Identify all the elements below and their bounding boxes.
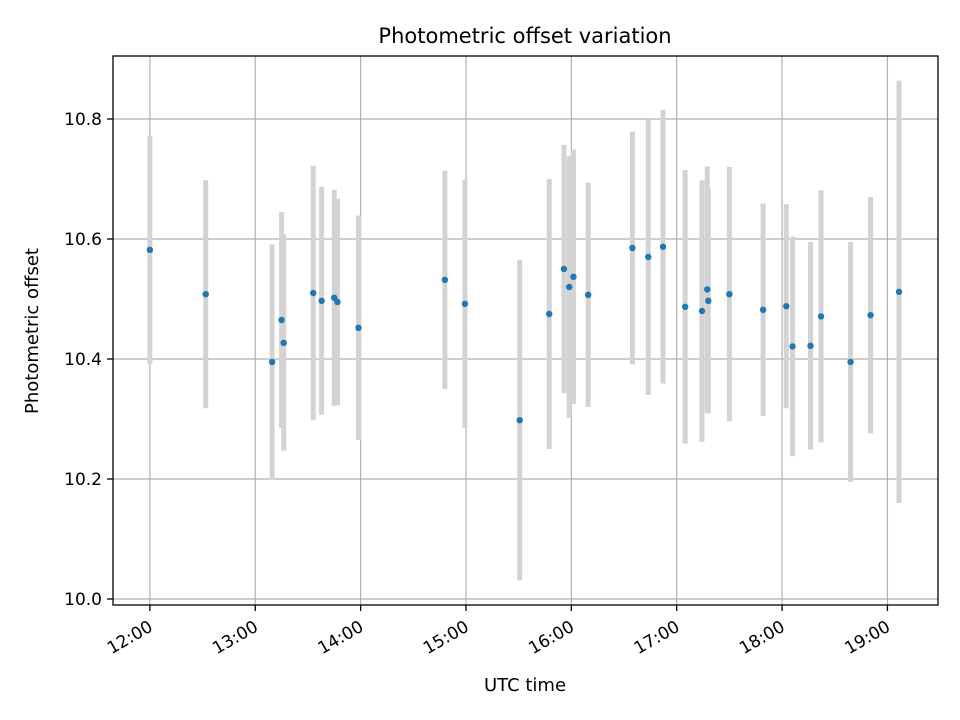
y-tick-label: 10.2 [64,470,102,490]
y-tick-label: 10.0 [64,590,102,610]
data-point [817,313,825,320]
data-point [309,289,317,297]
y-tick-label: 10.8 [64,110,102,130]
data-point [895,288,903,295]
error-bars [147,80,902,581]
data-point [726,291,733,298]
data-point [146,246,154,253]
data-point [659,243,667,250]
y-axis-label: Photometric offset [22,248,43,414]
data-point [202,291,209,298]
x-tick-label: 14:00 [315,617,367,659]
data-point [546,310,553,318]
data-point [560,265,568,273]
grid [113,56,938,605]
data-point [704,286,711,293]
data-point [516,417,523,424]
data-point [355,324,362,331]
data-point [566,283,573,291]
data-point [461,300,469,307]
data-point [629,244,636,252]
y-axis-ticks: 10.0 10.2 10.4 10.6 10.8 [64,110,113,610]
chart-title: Photometric offset variation [378,24,671,48]
x-axis-label: UTC time [484,675,566,696]
plot-frame [112,55,939,606]
y-tick-label: 10.4 [64,350,102,370]
x-tick-label: 19:00 [841,617,893,659]
data-point [334,298,341,306]
data-point [698,307,706,315]
x-tick-label: 12:00 [104,617,156,659]
x-tick-label: 18:00 [736,617,788,659]
data-point [705,297,712,304]
x-tick-label: 16:00 [525,617,577,659]
data-point [441,276,449,283]
x-tick-label: 17:00 [631,617,683,659]
x-tick-label: 13:00 [209,617,261,659]
data-point [759,306,767,313]
data-points [146,243,903,424]
data-point [570,273,577,280]
data-point [645,253,652,261]
x-axis-ticks: 12:00 13:00 14:00 15:00 16:00 17:00 18:00 19:00 [104,605,894,659]
data-point [807,342,814,349]
data-point [584,291,592,298]
data-point [847,358,854,366]
data-point [789,343,796,350]
x-tick-label: 15:00 [420,617,472,659]
data-point [280,339,287,346]
data-point [681,303,689,310]
data-point [783,303,790,310]
data-point [867,312,874,319]
y-tick-label: 10.6 [64,230,102,250]
data-point [268,358,276,366]
data-point [318,297,325,304]
data-point [278,316,285,324]
